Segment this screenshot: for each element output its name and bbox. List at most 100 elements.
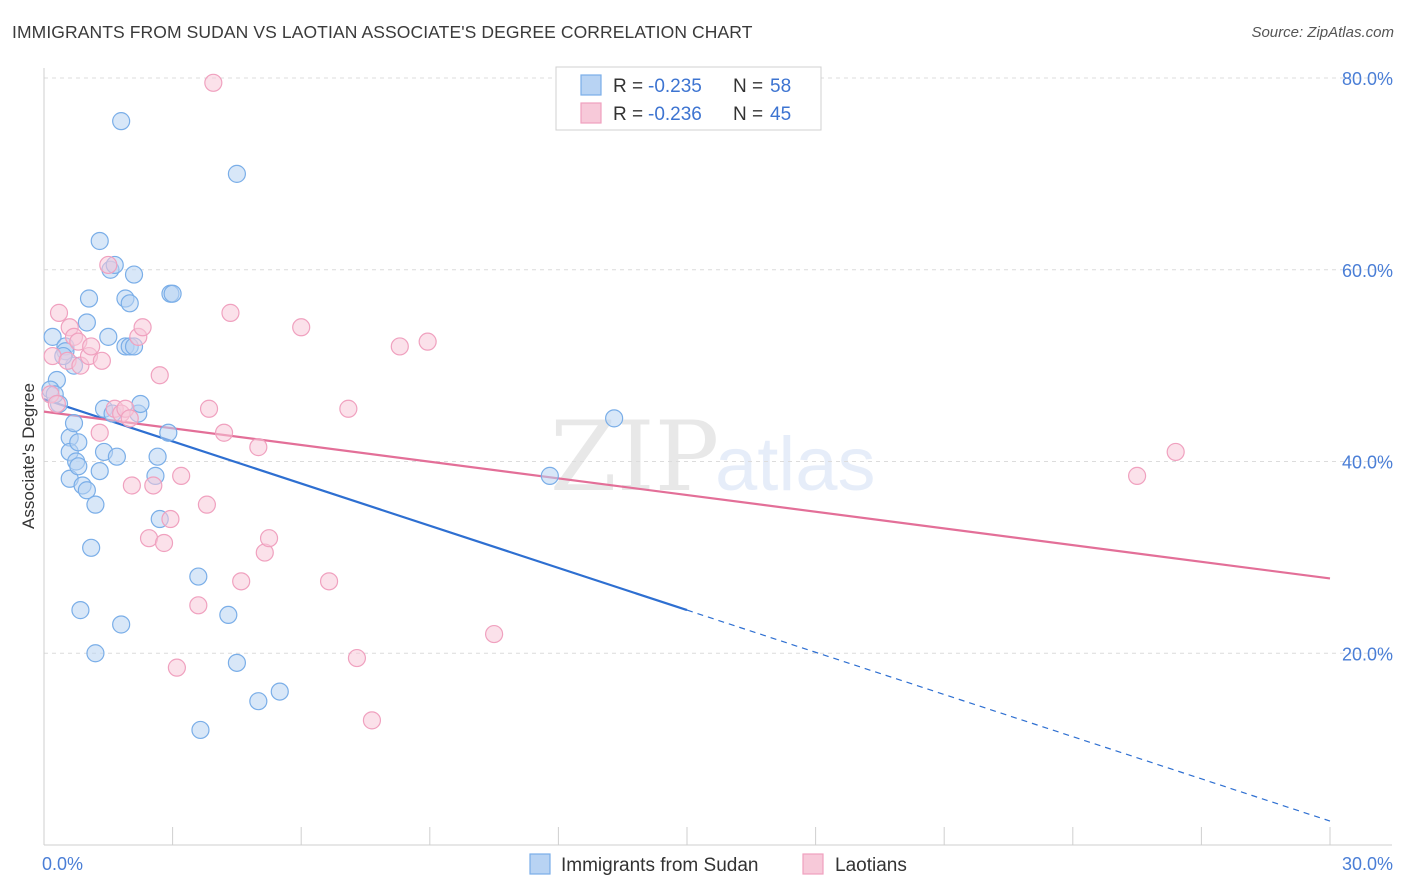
sudan-point — [79, 289, 99, 308]
watermark-zip: ZIP — [550, 401, 719, 513]
legend-r-value-2: -0.236 — [648, 104, 702, 125]
sudan-point — [227, 164, 246, 183]
legend: R = -0.235 N = 58 R = -0.236 N = 45 — [555, 66, 822, 131]
sudan-point — [77, 481, 96, 500]
laotians-point — [199, 399, 219, 418]
laotians-point — [189, 596, 208, 615]
laotians-point — [347, 648, 367, 668]
laotians-point — [292, 318, 311, 337]
bottom-legend: Immigrants from Sudan Laotians — [529, 853, 907, 876]
sudan-point — [99, 327, 118, 346]
legend-r-label-2: R = — [613, 104, 643, 125]
laotians-point — [418, 332, 437, 351]
bottom-legend-swatch-sudan — [529, 853, 551, 875]
legend-swatch-sudan — [580, 74, 602, 96]
laotians-point — [161, 509, 180, 529]
laotians-point — [197, 495, 216, 514]
legend-n-value-2: 45 — [770, 104, 791, 125]
laotians-point — [43, 346, 62, 366]
sudan-point — [270, 682, 289, 701]
laotians-point — [120, 409, 139, 428]
gridlines — [44, 77, 1392, 654]
sudan-point — [64, 414, 84, 433]
sudan-point — [90, 461, 109, 481]
sudan-point — [124, 265, 144, 284]
laotians-point — [390, 337, 409, 356]
y-tick-label: 60.0% — [1342, 261, 1393, 281]
sudan-point — [112, 615, 131, 634]
laotians-point — [47, 394, 66, 414]
watermark-atlas: atlas — [715, 422, 876, 507]
sudan-point — [86, 644, 105, 663]
sudan-point — [131, 394, 150, 414]
y-tick-label: 80.0% — [1342, 69, 1393, 89]
sudan-trendline-extension — [686, 609, 1331, 822]
laotians-point — [319, 572, 339, 591]
laotians-point — [1127, 466, 1147, 485]
laotians-point — [99, 255, 118, 275]
y-tick-label: 40.0% — [1342, 453, 1393, 473]
laotians-point — [154, 533, 174, 553]
legend-n-label-1: N = — [733, 76, 763, 97]
sudan-point — [191, 720, 210, 740]
laotians-point — [90, 423, 109, 442]
laotians-point — [249, 438, 268, 457]
sudan-point — [112, 112, 131, 131]
laotians-point — [172, 466, 191, 485]
sudan-point — [90, 231, 109, 251]
sudan-point — [189, 567, 208, 586]
y-tick-label: 20.0% — [1342, 644, 1393, 664]
sudan-point — [69, 457, 88, 476]
sudan-point — [227, 653, 246, 672]
sudan-point — [71, 601, 90, 620]
laotians-point — [82, 337, 101, 356]
sudan-point — [148, 447, 167, 466]
sudan-point — [120, 294, 139, 313]
laotians-point — [144, 476, 163, 495]
laotians-point — [485, 624, 504, 644]
legend-swatch-laotians — [580, 102, 602, 124]
laotians-point — [167, 658, 186, 677]
sudan-trendline — [43, 398, 688, 612]
sudan-point — [540, 466, 559, 485]
bottom-legend-label-laotians: Laotians — [835, 855, 907, 876]
laotians-point — [259, 529, 279, 548]
chart-title: IMMIGRANTS FROM SUDAN VS LAOTIAN ASSOCIA… — [12, 22, 753, 42]
laotians-point — [133, 318, 152, 337]
laotians-point — [214, 423, 234, 442]
sudan-point — [219, 605, 238, 625]
laotians-point — [49, 303, 69, 322]
laotians-point — [221, 303, 240, 322]
sudan-point — [43, 327, 62, 346]
sudan-point — [107, 447, 126, 466]
laotians-point — [150, 366, 169, 385]
laotians-point — [139, 529, 159, 548]
legend-r-value-1: -0.235 — [648, 76, 702, 97]
sudan-point — [163, 284, 182, 303]
y-axis-title: Associate's Degree — [19, 383, 38, 529]
x-tick-label-min: 0.0% — [42, 854, 83, 874]
sudan-point — [69, 433, 88, 452]
source-label: Source: ZipAtlas.com — [1251, 24, 1394, 41]
sudan-point — [249, 692, 268, 711]
laotians-point — [122, 476, 141, 495]
laotians-point — [204, 73, 223, 92]
laotians-point — [232, 572, 251, 591]
laotians-point — [92, 351, 111, 370]
sudan-point — [82, 538, 101, 557]
sudan-point — [159, 423, 178, 442]
sudan-point — [605, 409, 624, 428]
laotians-point — [339, 399, 358, 418]
x-tick-label-max: 30.0% — [1342, 854, 1393, 874]
watermark: ZIP atlas — [550, 401, 876, 513]
laotians-point — [1166, 442, 1185, 462]
legend-n-label-2: N = — [733, 104, 763, 125]
bottom-legend-label-sudan: Immigrants from Sudan — [561, 855, 758, 876]
sudan-point — [86, 495, 105, 514]
sudan-point — [77, 313, 96, 332]
legend-r-label-1: R = — [613, 76, 643, 97]
axes: 20.0% 40.0% 60.0% 80.0% 0.0% 30.0% — [42, 68, 1393, 874]
legend-n-value-1: 58 — [770, 76, 791, 97]
data-points — [41, 73, 1185, 740]
